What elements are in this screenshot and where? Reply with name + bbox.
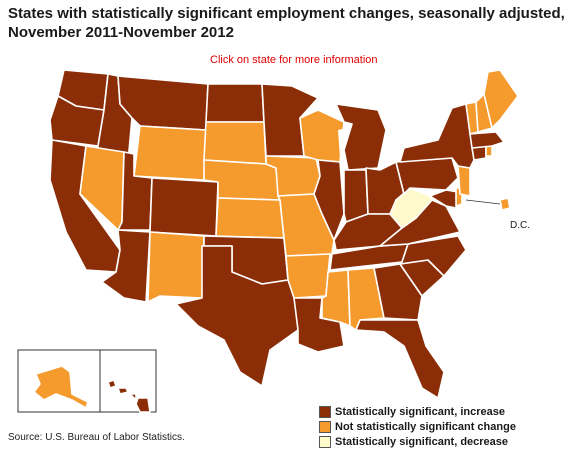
click-hint: Click on state for more information	[210, 54, 378, 66]
legend-swatch-no-change	[319, 421, 331, 433]
state-pa[interactable]	[395, 157, 459, 195]
legend-no-change[interactable]: Not statistically significant change	[319, 420, 516, 434]
source-note: Source: U.S. Bureau of Labor Statistics.	[8, 432, 185, 443]
state-wi[interactable]	[299, 109, 345, 163]
legend-label-increase: Statistically significant, increase	[335, 406, 505, 418]
state-sd[interactable]	[203, 121, 267, 165]
state-nm[interactable]	[147, 231, 205, 303]
state-tx[interactable]	[175, 245, 299, 387]
state-il[interactable]	[313, 159, 345, 241]
state-wy[interactable]	[133, 125, 207, 181]
inset-box	[17, 349, 157, 413]
state-fl[interactable]	[355, 319, 445, 399]
dc-leader-line	[465, 199, 501, 205]
legend-swatch-decrease	[319, 436, 331, 448]
dc-label: D.C.	[510, 220, 530, 231]
state-wv[interactable]	[389, 187, 433, 229]
legend-decrease[interactable]: Statistically significant, decrease	[319, 435, 516, 449]
legend-swatch-increase	[319, 406, 331, 418]
legend: Statistically significant, increase Not …	[319, 405, 516, 450]
state-ak[interactable]	[33, 365, 89, 409]
legend-increase[interactable]: Statistically significant, increase	[319, 405, 516, 419]
state-nj[interactable]	[457, 165, 471, 197]
legend-label-no-change: Not statistically significant change	[335, 421, 516, 433]
state-me[interactable]	[483, 69, 519, 129]
state-dc[interactable]	[499, 197, 511, 211]
state-in[interactable]	[343, 169, 369, 223]
state-ar[interactable]	[285, 253, 331, 299]
map-title: States with statistically significant em…	[8, 5, 565, 41]
state-hi[interactable]	[107, 379, 151, 413]
state-ny[interactable]	[399, 103, 475, 169]
lake-michigan	[338, 128, 346, 160]
state-co[interactable]	[149, 177, 219, 237]
state-ks[interactable]	[215, 197, 285, 239]
legend-label-decrease: Statistically significant, decrease	[335, 436, 509, 448]
state-ri[interactable]	[485, 145, 493, 157]
state-ga[interactable]	[373, 263, 423, 321]
state-ma[interactable]	[469, 131, 505, 149]
state-nd[interactable]	[205, 83, 265, 123]
